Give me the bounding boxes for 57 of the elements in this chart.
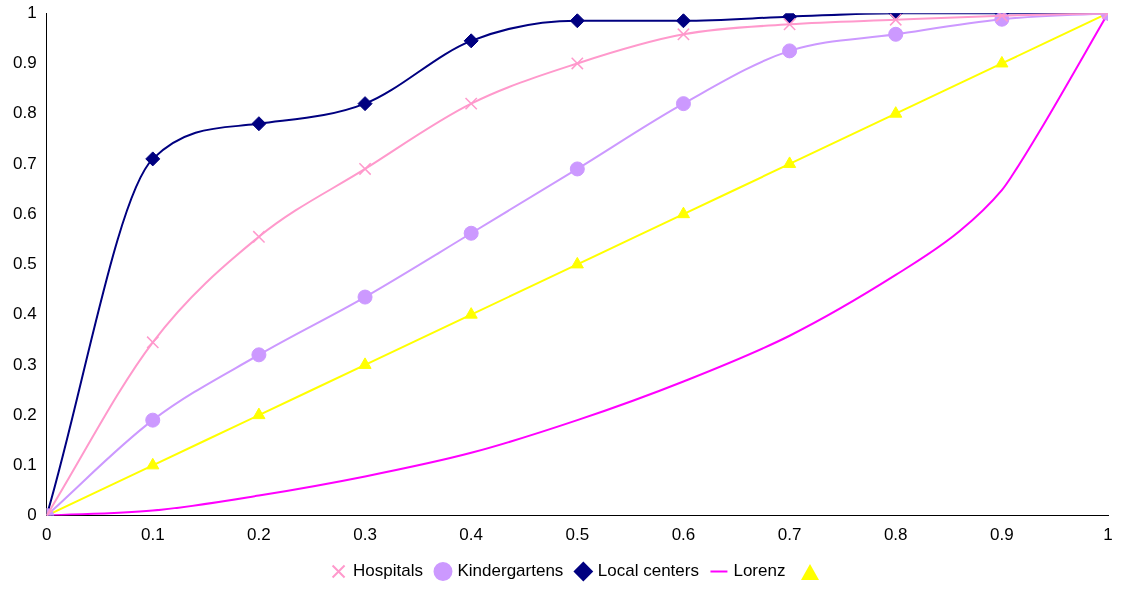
x-tick-label: 0.6 [671, 525, 696, 545]
y-tick-label: 1 [27, 2, 37, 22]
point [783, 17, 796, 31]
point [463, 225, 479, 241]
y-tick-label: 0.4 [12, 304, 37, 324]
point [252, 407, 266, 420]
y-tick-label: 0.2 [12, 404, 37, 424]
point [357, 96, 373, 112]
x-tick-label: 0.9 [990, 525, 1014, 545]
point [677, 27, 690, 41]
point [145, 151, 161, 167]
point [569, 161, 585, 177]
x-tick-label: 0.5 [565, 525, 590, 545]
x-tick-label: 0 [41, 525, 52, 545]
y-tick-label: 0.5 [12, 254, 37, 274]
point [358, 162, 372, 176]
point [358, 357, 372, 369]
x-tick-label: 1 [1103, 525, 1113, 545]
point [145, 412, 161, 428]
point [783, 156, 797, 168]
legend-label: Hospitals [353, 561, 423, 581]
point [570, 57, 584, 70]
point [252, 230, 266, 244]
point [251, 347, 267, 363]
point [464, 307, 478, 319]
point [889, 13, 903, 27]
point [146, 457, 160, 470]
point [675, 96, 691, 112]
legend-label: Local centers [597, 561, 699, 581]
y-tick-label: 0.7 [12, 153, 37, 173]
point [570, 256, 584, 269]
point [782, 43, 798, 59]
legend-label: Lorenz [733, 561, 786, 581]
point [463, 33, 479, 49]
point [889, 106, 903, 118]
point [676, 206, 691, 219]
y-tick-label: 0.8 [12, 103, 37, 123]
point [357, 289, 373, 305]
legend-label: Kindergartens [457, 561, 564, 581]
x-tick-label: 0.3 [353, 525, 377, 545]
x-tick-label: 0.2 [247, 525, 271, 545]
point [251, 116, 267, 132]
y-tick-label: 0.3 [12, 354, 37, 374]
y-tick-label: 0.9 [12, 53, 37, 73]
point [675, 13, 691, 29]
x-tick-label: 0.7 [777, 525, 802, 545]
x-tick-label: 0.1 [140, 525, 165, 545]
line-series [46, 13, 1108, 516]
point [569, 13, 585, 29]
y-tick-label: 0.1 [12, 455, 37, 475]
point [888, 26, 904, 42]
x-tick-label: 0.4 [459, 525, 483, 545]
point [146, 335, 160, 349]
x-tick-label: 0.8 [883, 525, 908, 545]
y-tick-label: 0 [27, 505, 37, 525]
y-tick-label: 0.6 [12, 203, 37, 223]
point [464, 97, 478, 111]
